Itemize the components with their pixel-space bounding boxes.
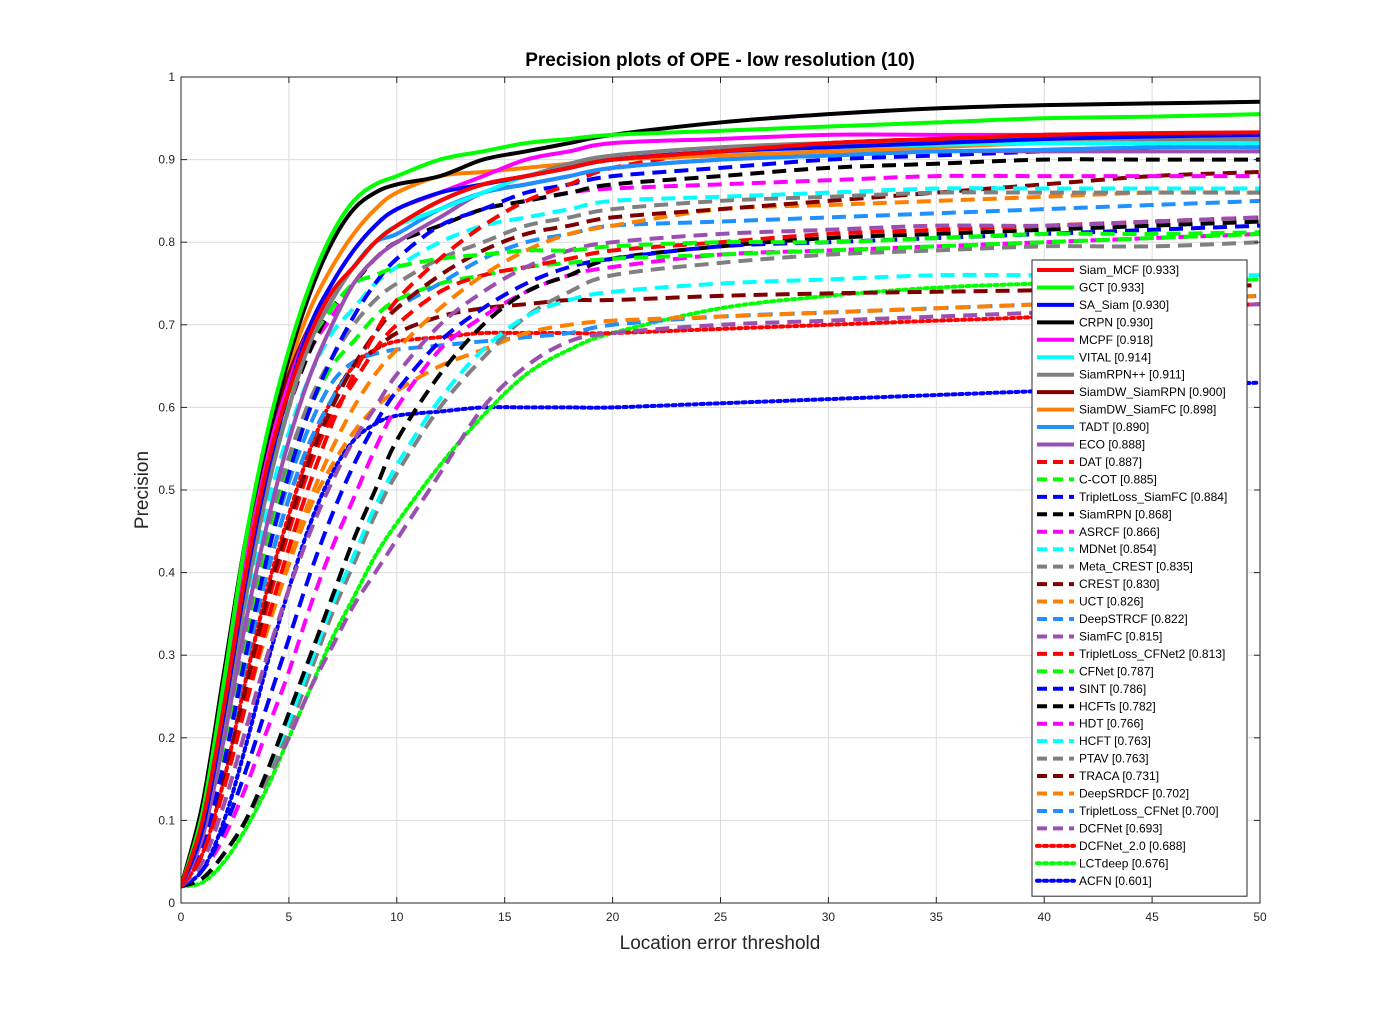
legend-entry: TripletLoss_CFNet [0.700] xyxy=(1079,804,1219,818)
x-tick-label: 20 xyxy=(606,910,620,924)
legend-entry: CRPN [0.930] xyxy=(1079,315,1153,329)
y-tick-label: 0.5 xyxy=(158,483,175,497)
legend-entry: HCFTs [0.782] xyxy=(1079,699,1156,713)
legend-entry: LCTdeep [0.676] xyxy=(1079,856,1168,870)
legend-entry: MDNet [0.854] xyxy=(1079,542,1156,556)
x-tick-label: 45 xyxy=(1145,910,1159,924)
legend-entry: C-COT [0.885] xyxy=(1079,472,1157,486)
legend-entry: SiamRPN++ [0.911] xyxy=(1079,368,1185,382)
x-tick-label: 25 xyxy=(714,910,728,924)
x-tick-label: 30 xyxy=(822,910,836,924)
series-line-siamfc xyxy=(181,215,1260,888)
series-line-hdt xyxy=(181,231,1260,889)
y-tick-label: 0.8 xyxy=(158,235,175,249)
legend-entry: TRACA [0.731] xyxy=(1079,769,1159,783)
legend-entry: Siam_MCF [0.933] xyxy=(1079,263,1179,277)
legend-entry: VITAL [0.914] xyxy=(1079,350,1151,364)
x-tick-label: 5 xyxy=(286,910,293,924)
x-tick-label: 0 xyxy=(178,910,185,924)
legend-entry: ECO [0.888] xyxy=(1079,438,1145,452)
y-tick-label: 0.6 xyxy=(158,400,175,414)
legend: Siam_MCF [0.933] GCT [0.933] SA_Siam [0.93… xyxy=(1031,259,1248,897)
series-line-deepsrdcf xyxy=(181,293,1260,888)
legend-entry: SiamFC [0.815] xyxy=(1079,629,1162,643)
legend-entry: DeepSTRCF [0.822] xyxy=(1079,612,1188,626)
series-line-acfn xyxy=(181,380,1260,889)
series-line-gct xyxy=(181,112,1260,888)
legend-entry: TADT [0.890] xyxy=(1079,420,1149,434)
series-line-hcfts xyxy=(181,219,1260,889)
y-tick-label: 0 xyxy=(168,896,175,910)
legend-entry: UCT [0.826] xyxy=(1079,595,1143,609)
series-line-lctdeep xyxy=(181,277,1260,889)
x-tick-label: 15 xyxy=(498,910,512,924)
legend-entry: CFNet [0.787] xyxy=(1079,664,1154,678)
legend-entry: ASRCF [0.866] xyxy=(1079,525,1160,539)
series-layer xyxy=(181,99,1260,889)
series-line-deepstrcf xyxy=(181,198,1260,888)
legend-entry: SINT [0.786] xyxy=(1079,682,1146,696)
y-tick-label: 1 xyxy=(168,70,175,84)
legend-entry: TripletLoss_CFNet2 [0.813] xyxy=(1079,647,1225,661)
series-line-uct xyxy=(181,190,1260,888)
y-tick-label: 0.9 xyxy=(158,153,175,167)
legend-entry: ACFN [0.601] xyxy=(1079,874,1152,888)
y-tick-label: 0.2 xyxy=(158,731,175,745)
legend-entry: HDT [0.766] xyxy=(1079,717,1143,731)
series-line-ptav xyxy=(181,240,1260,889)
legend-entry: PTAV [0.763] xyxy=(1079,752,1149,766)
y-tick-label: 0.4 xyxy=(158,566,175,580)
y-tick-label: 0.1 xyxy=(158,813,175,827)
legend-entry: SiamDW_SiamFC [0.898] xyxy=(1079,403,1216,417)
y-axis-label: Precision xyxy=(132,451,153,529)
legend-entry: SA_Siam [0.930] xyxy=(1079,298,1169,312)
legend-entry: MCPF [0.918] xyxy=(1079,333,1153,347)
legend-entry: DeepSRDCF [0.702] xyxy=(1079,787,1189,801)
axis-ticks: 0 5 10 15 20 25 30 35 40 45 50 0 0.1 0.2 0.3 0.4 0.5 0.6 0… xyxy=(158,70,1267,924)
x-tick-label: 35 xyxy=(930,910,944,924)
legend-entry: Meta_CREST [0.835] xyxy=(1079,560,1193,574)
x-axis-label: Location error threshold xyxy=(620,933,821,954)
legend-entry: GCT [0.933] xyxy=(1079,280,1144,294)
y-tick-label: 0.7 xyxy=(158,318,175,332)
legend-entry: DAT [0.887] xyxy=(1079,455,1142,469)
legend-entry: HCFT [0.763] xyxy=(1079,734,1151,748)
legend-entry: TripletLoss_SiamFC [0.884] xyxy=(1079,490,1227,504)
series-line-dcfnet-2-0 xyxy=(181,302,1260,889)
x-tick-label: 10 xyxy=(390,910,404,924)
legend-box xyxy=(1031,259,1248,897)
legend-entry: CREST [0.830] xyxy=(1079,577,1159,591)
chart-title: Precision plots of OPE - low resolution … xyxy=(525,50,915,71)
series-line-c-cot xyxy=(181,230,1260,888)
legend-entry: DCFNet [0.693] xyxy=(1079,821,1162,835)
legend-entry: SiamDW_SiamRPN [0.900] xyxy=(1079,385,1226,399)
x-tick-label: 40 xyxy=(1038,910,1052,924)
y-tick-label: 0.3 xyxy=(158,648,175,662)
legend-entry: SiamRPN [0.868] xyxy=(1079,507,1172,521)
legend-entry: DCFNet_2.0 [0.688] xyxy=(1079,839,1186,853)
series-line-siam-mcf xyxy=(181,130,1260,888)
x-tick-label: 50 xyxy=(1253,910,1267,924)
